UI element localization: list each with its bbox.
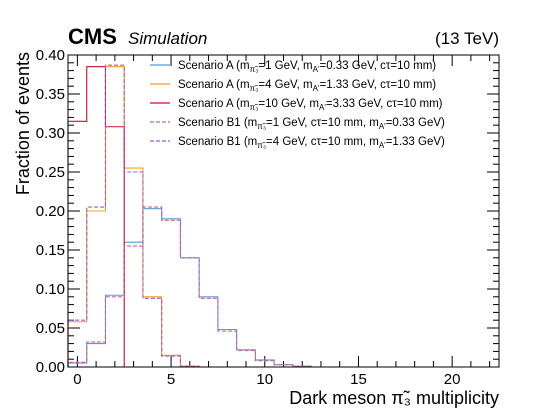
series-line-2 [67, 66, 499, 368]
y-tick-label: 0.25 [36, 164, 65, 181]
tick-labels-layer: 0 5 10 15 20 0.00 0.05 0.10 0.15 0.20 0.25 0.30 0.35… [36, 47, 461, 388]
series-line-3 [67, 206, 499, 368]
legend-text-part: π̃₃ [250, 103, 259, 112]
legend-entry-2: Scenario A (mπ̃₃=10 GeV, mA'=3.33 GeV, c… [178, 98, 443, 112]
y-tick-label: 0.35 [36, 86, 65, 103]
legend-text-part: Scenario B1 (m [178, 136, 257, 148]
x-tick-label: 15 [350, 371, 367, 388]
series-line-0 [67, 208, 499, 368]
legend-entry-4: Scenario B1 (mπ̃₃=4 GeV, cτ=10 mm, mA'=1… [178, 136, 445, 150]
y-tick-label: 0.30 [36, 125, 65, 142]
series-layer [67, 64, 499, 368]
y-tick-label: 0.40 [36, 47, 65, 64]
legend-entry-0: Scenario A (mπ̃₃=1 GeV, mA'=0.33 GeV, cτ… [178, 60, 436, 74]
x-tick-label: 10 [256, 371, 273, 388]
legend-text-part: A' [379, 122, 386, 131]
legend-text-part: π̃₃ [257, 122, 266, 131]
y-tick-label: 0.15 [36, 242, 65, 259]
legend-text-part: Scenario B1 (m [178, 117, 257, 129]
legend-text-part: A' [319, 103, 326, 112]
y-tick-label: 0.05 [36, 320, 65, 337]
legend-text-part: Scenario A (m [178, 98, 250, 110]
legend: Scenario A (mπ̃₃=1 GeV, mA'=0.33 GeV, cτ… [150, 60, 445, 150]
legend-text-part: =1.33 GeV) [386, 136, 445, 148]
x-tick-label: 5 [167, 371, 175, 388]
legend-text-part: =0.33 GeV, cτ=10 mm) [319, 60, 436, 72]
legend-text-part: =3.33 GeV, cτ=10 mm) [326, 98, 443, 110]
y-axis-label: Fraction of events [13, 52, 33, 195]
x-tick-label: 20 [444, 371, 461, 388]
legend-text-part: A' [313, 65, 320, 74]
y-tick-label: 0.10 [36, 281, 65, 298]
simulation-label: Simulation [128, 29, 207, 48]
legend-text-part: Scenario A (m [178, 60, 250, 72]
legend-text-part: =1 GeV, m [258, 60, 312, 72]
legend-text-part: π̃₃ [250, 65, 259, 74]
legend-entry-1: Scenario A (mπ̃₃=4 GeV, mA'=1.33 GeV, cτ… [178, 79, 436, 93]
y-tick-label: 0.00 [36, 359, 65, 376]
plot-frame [67, 54, 500, 368]
legend-text-part: A' [379, 141, 386, 150]
legend-text-part: =10 GeV, m [258, 98, 319, 110]
legend-text-part: =0.33 GeV) [386, 117, 445, 129]
legend-text-part: π̃₃ [250, 84, 259, 93]
energy-label: (13 TeV) [435, 29, 499, 48]
legend-text-part: =1.33 GeV, cτ=10 mm) [319, 79, 436, 91]
legend-text-part: =4 GeV, cτ=10 mm, m [266, 136, 379, 148]
legend-text-part: =4 GeV, m [258, 79, 312, 91]
legend-text-part: π̃₃ [257, 141, 266, 150]
ticks-layer [68, 54, 499, 368]
experiment-label: CMS [68, 24, 117, 49]
x-tick-label: 0 [73, 371, 81, 388]
legend-text-part: Scenario A (m [178, 79, 250, 91]
x-axis-label: Dark meson π̃₃ multiplicity [289, 388, 499, 408]
series-line-4 [67, 64, 499, 368]
y-tick-label: 0.20 [36, 203, 65, 220]
series-line-1 [67, 66, 499, 368]
legend-text-part: A' [313, 84, 320, 93]
legend-entry-3: Scenario B1 (mπ̃₃=1 GeV, cτ=10 mm, mA'=0… [178, 117, 445, 131]
legend-text-part: =1 GeV, cτ=10 mm, m [266, 117, 379, 129]
